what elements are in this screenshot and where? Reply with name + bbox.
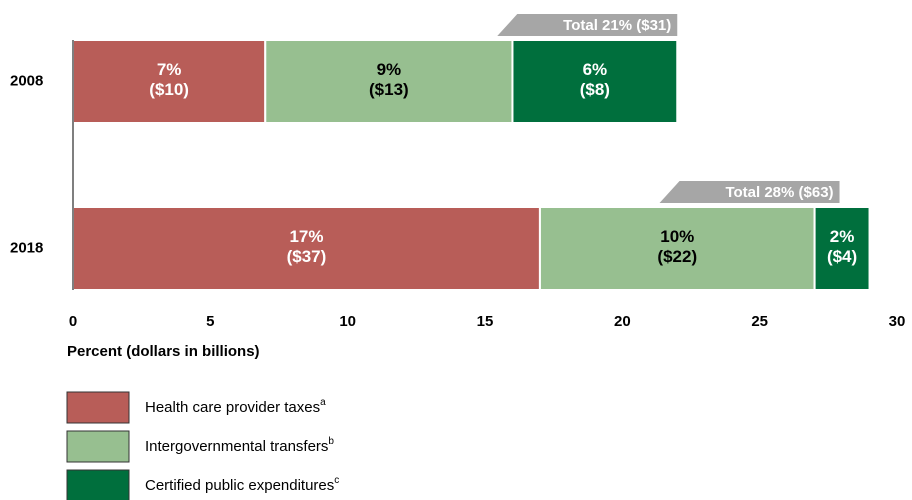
dollar-label: ($4): [827, 247, 857, 266]
legend-name: Certified public expenditures: [145, 477, 334, 494]
legend-name: Intergovernmental transfers: [145, 438, 328, 455]
legend-label: Certified public expendituresc: [145, 475, 339, 494]
legend-footnote: a: [320, 397, 326, 408]
bar: [538, 206, 816, 291]
total-tag: [497, 14, 678, 36]
total-label: Total 21% ($31): [563, 17, 671, 34]
x-tick-label: 5: [206, 313, 214, 330]
y-tick-label: 2018: [10, 239, 43, 256]
bar: [72, 39, 267, 124]
dollar-label: ($37): [287, 247, 327, 266]
x-tick-label: 0: [69, 313, 77, 330]
value-label: 7%: [157, 60, 182, 79]
dollar-label: ($13): [369, 80, 409, 99]
legend-swatch: [66, 430, 130, 463]
total-tag: [659, 181, 840, 203]
legend-label: Intergovernmental transfersb: [145, 436, 334, 455]
dollar-label: ($8): [580, 80, 610, 99]
dollar-label: ($10): [149, 80, 189, 99]
x-tick-label: 25: [751, 313, 768, 330]
x-tick-label: 10: [339, 313, 356, 330]
bar: [813, 206, 871, 291]
legend-swatch: [66, 391, 130, 424]
legend-footnote: b: [328, 436, 334, 447]
bar: [511, 39, 679, 124]
x-axis-label: Percent (dollars in billions): [67, 343, 260, 360]
total-label: Total 28% ($63): [725, 184, 833, 201]
legend-footnote: c: [334, 475, 339, 486]
legend-swatch: [66, 469, 130, 500]
x-tick-label: 20: [614, 313, 631, 330]
value-label: 9%: [377, 60, 402, 79]
value-label: 17%: [289, 227, 323, 246]
y-tick-label: 2008: [10, 72, 43, 89]
value-label: 10%: [660, 227, 694, 246]
dollar-label: ($22): [657, 247, 697, 266]
x-tick-label: 15: [477, 313, 494, 330]
value-label: 2%: [830, 227, 855, 246]
legend-label: Health care provider taxesa: [145, 397, 326, 416]
value-label: 6%: [583, 60, 608, 79]
bar: [264, 39, 514, 124]
x-tick-label: 30: [889, 313, 906, 330]
legend-name: Health care provider taxes: [145, 399, 320, 416]
